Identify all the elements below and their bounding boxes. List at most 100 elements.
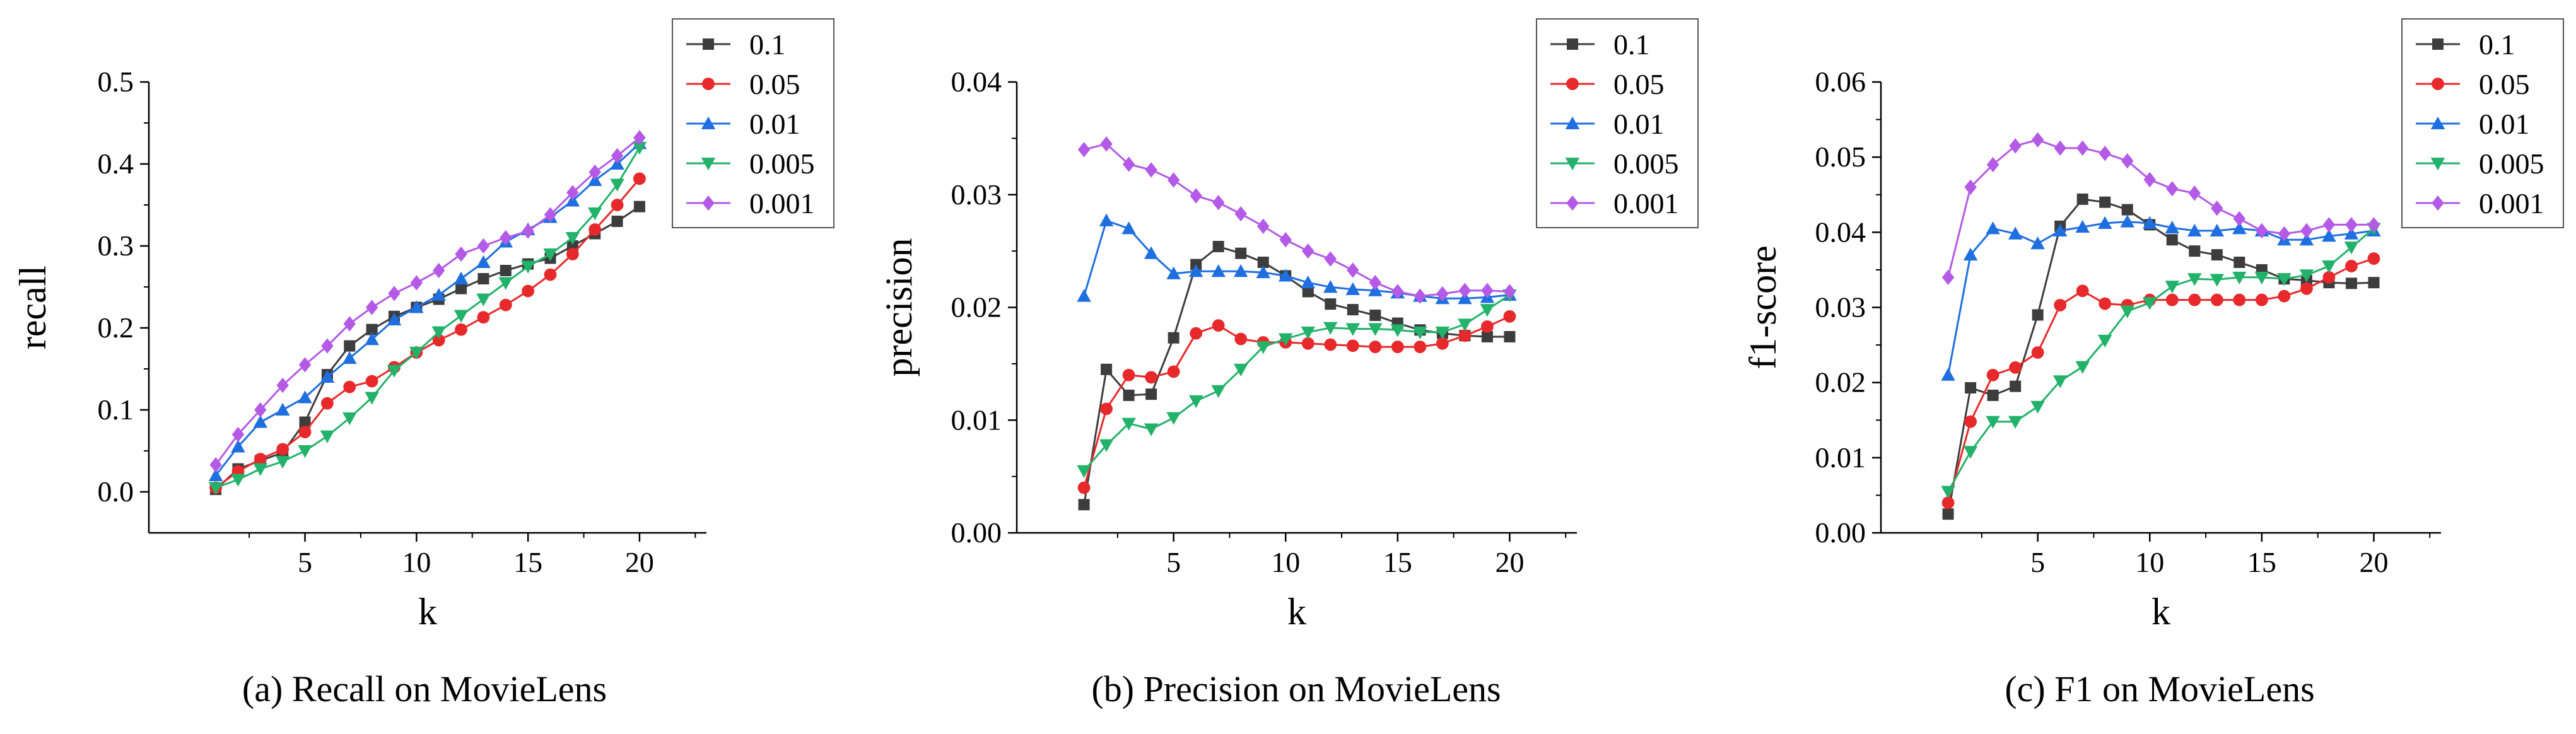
data-point: [2234, 257, 2245, 268]
data-point: [2188, 293, 2201, 306]
data-point: [1212, 319, 1225, 332]
data-point: [2322, 217, 2336, 233]
data-point: [522, 284, 535, 298]
data-point: [500, 265, 512, 276]
data-point: [565, 232, 580, 245]
data-point: [2032, 309, 2044, 321]
data-point: [2121, 153, 2134, 169]
data-point: [1390, 324, 1405, 337]
data-point: [1211, 385, 1226, 399]
data-point: [208, 468, 223, 481]
data-point: [2210, 274, 2225, 287]
legend-marker: [2432, 38, 2444, 50]
data-point: [499, 298, 512, 312]
y-tick-label: 0.02: [951, 291, 1002, 323]
data-point: [1123, 389, 1135, 401]
legend-marker: [702, 78, 715, 90]
data-point: [1458, 318, 1472, 332]
data-point: [1965, 382, 1977, 394]
data-point: [2076, 284, 2089, 298]
data-point: [1211, 264, 1226, 277]
series-line: [214, 137, 640, 465]
x-tick-label: 15: [2247, 546, 2276, 578]
data-point: [2054, 140, 2066, 156]
data-point: [633, 172, 646, 185]
data-point: [344, 340, 356, 352]
legend-marker: [1566, 195, 1579, 211]
data-point: [1100, 136, 1113, 152]
series-0.005: [1077, 289, 1517, 478]
data-point: [1345, 323, 1361, 336]
data-point: [1301, 275, 1316, 289]
data-point: [1323, 322, 1338, 335]
data-point: [1278, 333, 1293, 346]
chart-caption: (a) Recall on MovieLens: [242, 668, 607, 709]
legend-marker: [2430, 116, 2445, 129]
data-point: [2322, 271, 2336, 284]
data-point: [1099, 213, 1114, 226]
data-point: [588, 164, 601, 180]
data-point: [365, 300, 378, 315]
legend-entry: 0.001: [749, 187, 815, 219]
data-point: [2120, 305, 2134, 318]
data-point: [321, 338, 334, 354]
data-point: [1481, 330, 1493, 342]
data-point: [2187, 273, 2202, 286]
data-point: [477, 311, 490, 323]
legend-entry: 0.01: [2479, 108, 2530, 140]
data-point: [520, 260, 536, 274]
data-point: [1077, 142, 1091, 158]
data-point: [1325, 298, 1337, 310]
y-tick-label: 0.4: [98, 148, 134, 180]
data-point: [1436, 337, 1449, 350]
legend-marker: [1566, 78, 1579, 90]
data-point: [1414, 288, 1427, 304]
data-point: [432, 334, 445, 347]
data-point: [1369, 341, 1382, 353]
legend-entry: 0.001: [2479, 187, 2544, 219]
legend-marker: [2432, 195, 2444, 211]
data-point: [388, 286, 401, 301]
legend-entry: 0.1: [2479, 28, 2515, 61]
data-point: [566, 185, 579, 201]
y-tick-label: 0.01: [1815, 441, 1866, 474]
data-point: [2076, 140, 2089, 156]
x-tick-label: 20: [2359, 546, 2388, 578]
series-0.001: [1077, 136, 1516, 304]
data-point: [1414, 341, 1427, 353]
x-tick-label: 15: [1383, 546, 1412, 578]
data-point: [1100, 402, 1113, 416]
x-axis-label: k: [1287, 591, 1306, 632]
data-point: [1188, 395, 1203, 409]
data-point: [1941, 368, 1955, 381]
data-point: [2099, 196, 2111, 208]
data-point: [2368, 277, 2380, 289]
y-tick-label: 0.00: [951, 516, 1002, 549]
data-point: [633, 130, 646, 146]
data-point: [2054, 299, 2067, 312]
series-line: [1083, 294, 1511, 472]
data-point: [2052, 375, 2068, 388]
data-point: [275, 455, 290, 469]
data-point: [2233, 211, 2246, 227]
data-point: [2345, 217, 2358, 233]
data-point: [342, 351, 357, 364]
data-point: [455, 283, 467, 294]
data-point: [1323, 280, 1338, 293]
data-point: [1212, 195, 1225, 211]
series-line: [215, 178, 641, 489]
data-point: [2189, 245, 2201, 257]
y-tick-label: 0.03: [951, 178, 1002, 211]
data-point: [1167, 365, 1180, 378]
data-point: [1077, 289, 1091, 302]
data-point: [366, 323, 378, 335]
data-point: [2075, 361, 2090, 374]
data-point: [1963, 446, 1978, 459]
data-point: [253, 463, 268, 476]
series-0.05: [209, 172, 646, 494]
data-point: [1987, 389, 1999, 401]
data-point: [365, 332, 379, 346]
legend: 0.1 0.05 0.01 0.005 0.001: [2401, 18, 2564, 228]
data-point: [1188, 264, 1203, 277]
